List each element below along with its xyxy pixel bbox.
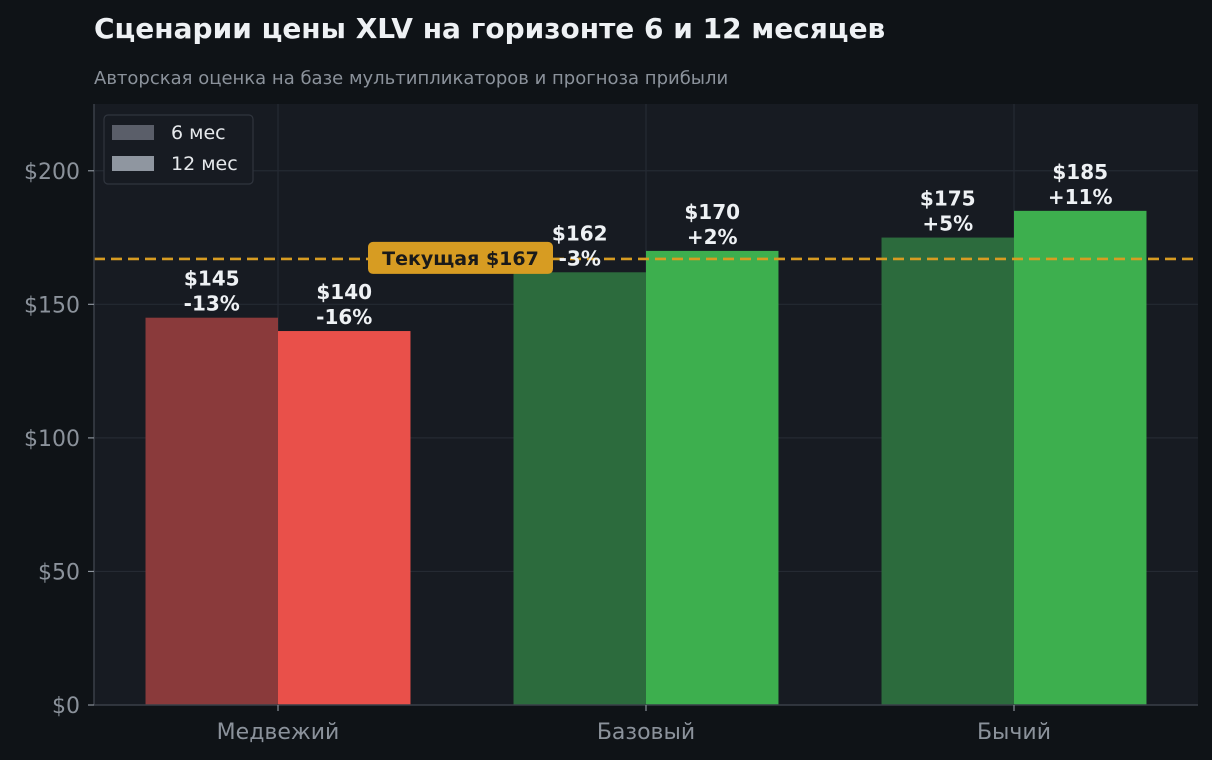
bar-value-label: $175 +5% [920, 187, 976, 236]
bar-value-label: $162 -3% [552, 221, 608, 270]
current-price-badge [368, 241, 553, 274]
bar [646, 250, 779, 705]
bar-value-label: $185 +11% [1048, 160, 1113, 209]
x-tick-label: Базовый [597, 720, 695, 745]
legend-swatch [112, 156, 154, 171]
bar [145, 317, 278, 705]
bar-value-label: $170 +2% [684, 200, 740, 249]
x-tick-label: Медвежий [217, 720, 340, 745]
bar-value-labels: $145 -13% $162 -3% $175 +5% $140 -16% $170 +2% $18… [184, 160, 1113, 329]
bar [513, 272, 646, 705]
legend-label: 6 мес [171, 122, 226, 144]
current-price-label: Текущая $167 [382, 248, 539, 270]
legend: 6 мес 12 мес [103, 114, 254, 185]
legend-swatch [112, 125, 154, 140]
y-tick-label: $100 [24, 427, 80, 452]
bar [881, 237, 1014, 706]
axes: $0 $50 $100 $150 $200 Медвежий Базовый Бычий [24, 104, 1198, 745]
bar-value-label: $145 -13% [184, 267, 240, 316]
y-tick-label: $50 [38, 560, 80, 585]
chart-subtitle: Авторская оценка на базе мультипликаторо… [94, 68, 728, 89]
chart-title: Сценарии цены XLV на горизонте 6 и 12 ме… [94, 12, 885, 45]
y-tick-label: $150 [24, 293, 80, 318]
reference-line-group: Текущая $167 [94, 241, 1198, 274]
bar-value-label: $140 -16% [316, 280, 372, 329]
y-tick-label: $0 [52, 694, 80, 719]
bar [278, 331, 411, 705]
bars [145, 210, 1147, 706]
legend-label: 12 мес [171, 153, 238, 175]
x-tick-label: Бычий [977, 720, 1051, 745]
bar [1014, 210, 1147, 705]
y-tick-label: $200 [24, 160, 80, 185]
